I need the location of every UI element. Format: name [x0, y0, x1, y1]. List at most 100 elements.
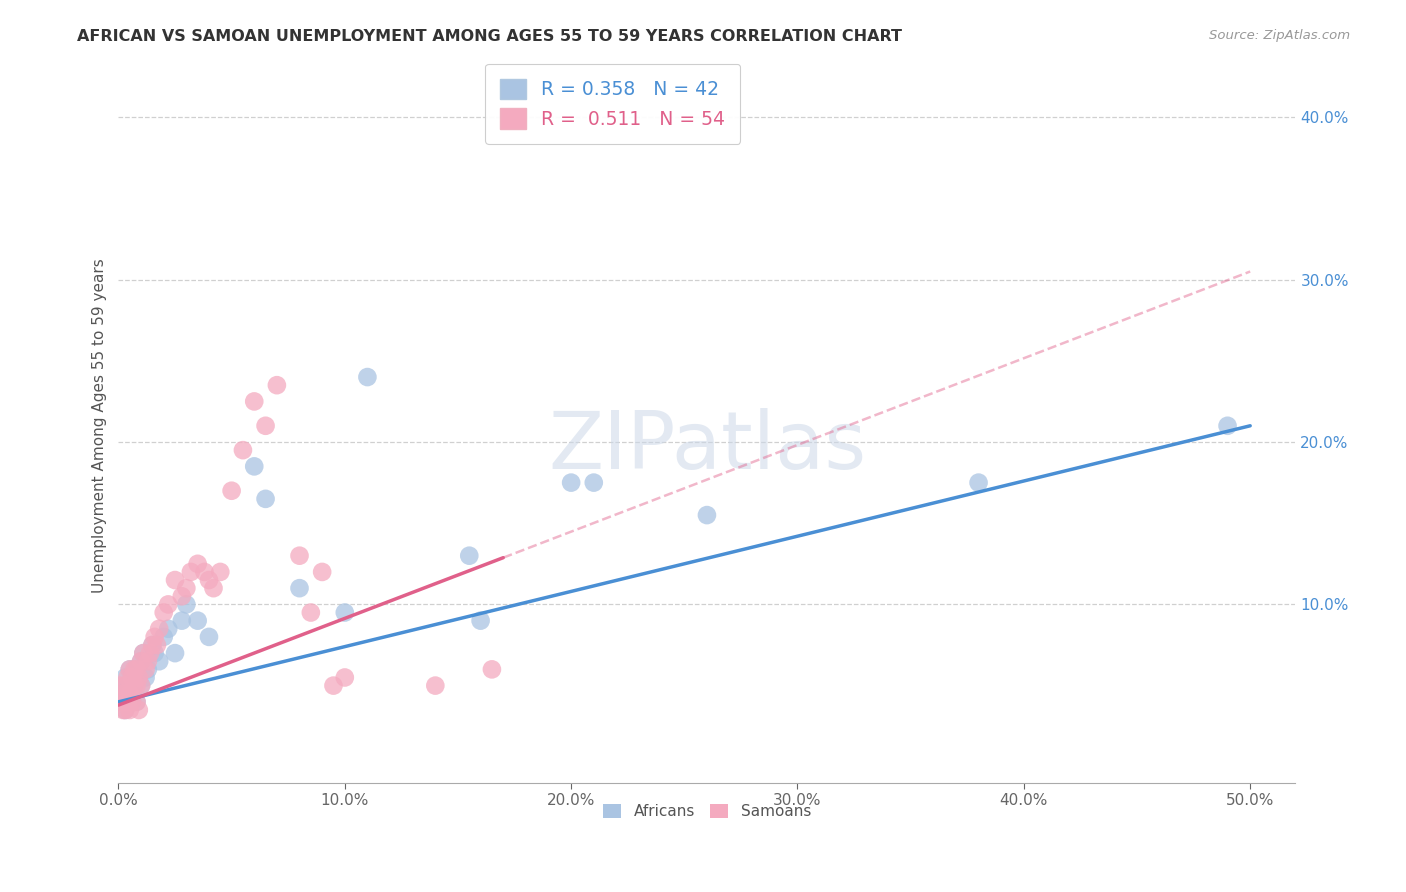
Point: [266, 378, 288, 392]
Point: [117, 695, 139, 709]
Point: [136, 662, 159, 676]
Point: [143, 630, 166, 644]
Point: [135, 671, 157, 685]
Point: [110, 679, 132, 693]
Point: [152, 606, 174, 620]
Point: [198, 630, 221, 644]
Point: [254, 418, 277, 433]
Point: [143, 646, 166, 660]
Point: [110, 687, 132, 701]
Point: [139, 646, 162, 660]
Point: [232, 443, 254, 458]
Point: [560, 475, 582, 490]
Point: [243, 394, 266, 409]
Point: [124, 671, 146, 685]
Legend: Africans, Samoans: Africans, Samoans: [596, 798, 817, 825]
Point: [121, 695, 143, 709]
Point: [118, 662, 141, 676]
Point: [1216, 418, 1239, 433]
Point: [128, 703, 150, 717]
Point: [125, 679, 148, 693]
Point: [146, 638, 169, 652]
Point: [157, 622, 180, 636]
Point: [111, 687, 134, 701]
Point: [967, 475, 990, 490]
Point: [125, 662, 148, 676]
Point: [129, 654, 152, 668]
Point: [118, 662, 141, 676]
Point: [118, 687, 141, 701]
Point: [125, 695, 148, 709]
Point: [254, 491, 277, 506]
Point: [121, 679, 143, 693]
Point: [176, 598, 198, 612]
Point: [333, 606, 356, 620]
Point: [187, 557, 209, 571]
Point: [170, 614, 193, 628]
Point: [356, 370, 378, 384]
Point: [117, 679, 139, 693]
Point: [111, 695, 134, 709]
Point: [129, 679, 152, 693]
Point: [163, 646, 186, 660]
Point: [148, 622, 170, 636]
Point: [128, 671, 150, 685]
Point: [333, 671, 356, 685]
Point: [458, 549, 481, 563]
Point: [121, 695, 143, 709]
Point: [163, 573, 186, 587]
Text: AFRICAN VS SAMOAN UNEMPLOYMENT AMONG AGES 55 TO 59 YEARS CORRELATION CHART: AFRICAN VS SAMOAN UNEMPLOYMENT AMONG AGE…: [77, 29, 903, 45]
Point: [114, 703, 136, 717]
Point: [118, 687, 141, 701]
Point: [125, 662, 148, 676]
Point: [322, 679, 344, 693]
Point: [311, 565, 333, 579]
Point: [129, 654, 152, 668]
Point: [425, 679, 447, 693]
Point: [198, 573, 221, 587]
Point: [299, 606, 322, 620]
Point: [470, 614, 492, 628]
Point: [132, 646, 155, 660]
Point: [111, 703, 134, 717]
Point: [141, 638, 163, 652]
Point: [114, 703, 136, 717]
Text: Source: ZipAtlas.com: Source: ZipAtlas.com: [1209, 29, 1350, 43]
Point: [193, 565, 215, 579]
Point: [121, 671, 143, 685]
Text: ZIPatlas: ZIPatlas: [548, 409, 866, 486]
Point: [117, 695, 139, 709]
Point: [243, 459, 266, 474]
Point: [221, 483, 243, 498]
Point: [152, 630, 174, 644]
Point: [114, 695, 136, 709]
Point: [180, 565, 202, 579]
Point: [170, 589, 193, 603]
Point: [124, 679, 146, 693]
Point: [117, 671, 139, 685]
Point: [481, 662, 503, 676]
Point: [114, 679, 136, 693]
Point: [118, 703, 141, 717]
Point: [124, 662, 146, 676]
Point: [114, 671, 136, 685]
Point: [135, 662, 157, 676]
Point: [141, 638, 163, 652]
Point: [132, 646, 155, 660]
Point: [176, 581, 198, 595]
Point: [288, 581, 311, 595]
Point: [124, 687, 146, 701]
Y-axis label: Unemployment Among Ages 55 to 59 years: Unemployment Among Ages 55 to 59 years: [93, 259, 107, 593]
Point: [125, 695, 148, 709]
Point: [129, 679, 152, 693]
Point: [128, 671, 150, 685]
Point: [582, 475, 605, 490]
Point: [209, 565, 232, 579]
Point: [202, 581, 225, 595]
Point: [148, 654, 170, 668]
Point: [157, 598, 180, 612]
Point: [696, 508, 718, 522]
Point: [288, 549, 311, 563]
Point: [136, 654, 159, 668]
Point: [110, 695, 132, 709]
